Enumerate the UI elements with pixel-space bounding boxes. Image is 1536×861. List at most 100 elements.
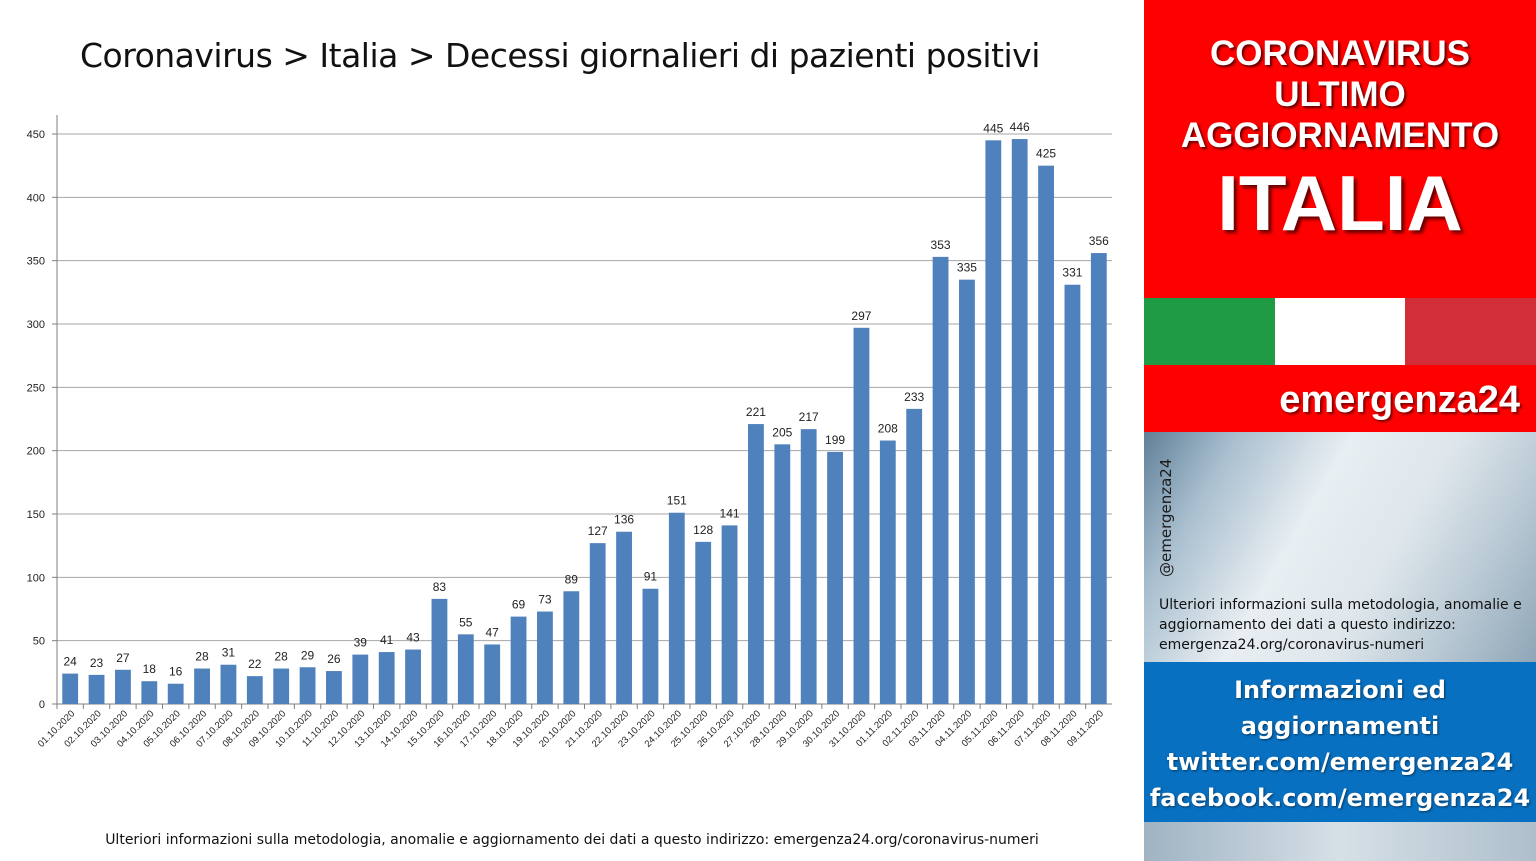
bar — [352, 654, 369, 704]
bar — [668, 512, 685, 704]
data-label: 353 — [931, 238, 951, 252]
y-tick-label: 400 — [27, 192, 45, 204]
data-label: 445 — [983, 121, 1003, 135]
bar — [62, 673, 79, 704]
bar — [642, 588, 659, 704]
gridlines — [57, 133, 1112, 642]
data-label: 28 — [275, 650, 289, 664]
data-label: 233 — [904, 390, 924, 404]
y-tick-label: 0 — [39, 699, 45, 711]
bar — [827, 451, 843, 704]
axes — [52, 115, 1112, 709]
data-label: 55 — [459, 615, 473, 629]
bar — [194, 668, 210, 704]
background-photo: @emergenza24 Ulteriori informazioni sull… — [1144, 432, 1536, 662]
header-line-ultimo: ULTIMO — [1274, 75, 1406, 114]
country-name: ITALIA — [1217, 159, 1463, 247]
data-labels: 24 23 27 18 16 28 31 22 28 29 26 39 41 43 83 55 47 69 73 89… — [64, 120, 1110, 679]
bar — [378, 652, 395, 704]
bar — [985, 140, 1002, 705]
bar — [457, 634, 474, 704]
bar — [906, 408, 923, 704]
bars — [62, 139, 1107, 705]
bar — [695, 541, 712, 704]
data-label: 47 — [486, 625, 500, 639]
data-label: 425 — [1036, 147, 1056, 161]
flag-red-stripe — [1405, 298, 1536, 365]
info-box: Informazioni ed aggiornamenti twitter.co… — [1144, 662, 1536, 822]
data-label: 141 — [720, 506, 740, 520]
y-tick-label: 350 — [27, 256, 45, 268]
data-label: 331 — [1062, 266, 1082, 280]
facebook-link[interactable]: facebook.com/emergenza24 — [1149, 784, 1531, 812]
header-line-coronavirus: CORONAVIRUS — [1210, 34, 1470, 73]
data-label: 89 — [565, 572, 579, 586]
bar — [484, 644, 501, 704]
bar — [879, 440, 896, 704]
data-label: 31 — [222, 646, 236, 660]
bar — [141, 681, 158, 704]
bar — [800, 429, 817, 704]
bar — [88, 674, 105, 704]
bar — [1090, 253, 1107, 705]
bar — [959, 279, 975, 704]
y-tick-label: 450 — [27, 129, 45, 141]
side-panel: CORONAVIRUS ULTIMO AGGIORNAMENTO ITALIA … — [1144, 0, 1536, 861]
data-label: 217 — [799, 410, 819, 424]
bar — [115, 669, 131, 704]
y-tick-label: 100 — [27, 572, 45, 584]
data-label: 22 — [248, 657, 262, 671]
data-label: 29 — [301, 648, 315, 662]
y-tick-label: 150 — [27, 509, 45, 521]
bar — [273, 668, 290, 704]
bar — [510, 616, 527, 704]
data-label: 335 — [957, 261, 977, 275]
side-methodology-note: Ulteriori informazioni sulla metodologia… — [1159, 597, 1522, 653]
social-handle: @emergenza24 — [1157, 458, 1175, 577]
bar — [326, 671, 342, 704]
twitter-link[interactable]: twitter.com/emergenza24 — [1166, 748, 1514, 776]
bar — [431, 598, 448, 704]
flag-green-stripe — [1144, 298, 1275, 365]
bar — [853, 327, 870, 704]
data-label: 16 — [169, 665, 183, 679]
data-label: 136 — [614, 513, 634, 527]
bar — [537, 611, 553, 704]
bar — [1038, 165, 1054, 704]
bar — [616, 531, 632, 704]
bar — [748, 424, 764, 704]
data-label: 297 — [851, 309, 871, 323]
y-tick-label: 50 — [33, 636, 45, 648]
bar-chart: 24 23 27 18 16 28 31 22 28 29 26 39 41 43 83 55 47 69 73 89… — [27, 115, 1112, 750]
bar — [1064, 284, 1081, 704]
data-label: 128 — [693, 523, 713, 537]
bar — [721, 525, 738, 704]
data-label: 43 — [406, 631, 420, 645]
update-header: CORONAVIRUS ULTIMO AGGIORNAMENTO ITALIA — [1144, 0, 1536, 298]
y-tick-label: 300 — [27, 319, 45, 331]
data-label: 127 — [588, 524, 608, 538]
data-label: 41 — [380, 633, 394, 647]
data-label: 151 — [667, 494, 687, 508]
data-label: 23 — [90, 656, 104, 670]
data-label: 26 — [327, 652, 341, 666]
data-label: 91 — [644, 570, 658, 584]
bar — [299, 667, 316, 704]
info-line-2: aggiornamenti — [1240, 712, 1440, 740]
data-label: 208 — [878, 422, 898, 436]
chart-title: Coronavirus > Italia > Decessi giornalie… — [80, 36, 1040, 75]
bar — [220, 664, 237, 704]
data-label: 199 — [825, 433, 845, 447]
data-label: 18 — [143, 662, 157, 676]
data-label: 24 — [64, 655, 78, 669]
italian-flag — [1144, 298, 1536, 365]
data-label: 27 — [116, 651, 130, 665]
data-label: 39 — [354, 636, 368, 650]
bar — [563, 591, 580, 704]
bar — [589, 543, 606, 704]
y-tick-label: 200 — [27, 446, 45, 458]
data-label: 28 — [195, 650, 209, 664]
bar — [932, 256, 949, 704]
data-label: 69 — [512, 598, 526, 612]
bar — [246, 676, 263, 704]
